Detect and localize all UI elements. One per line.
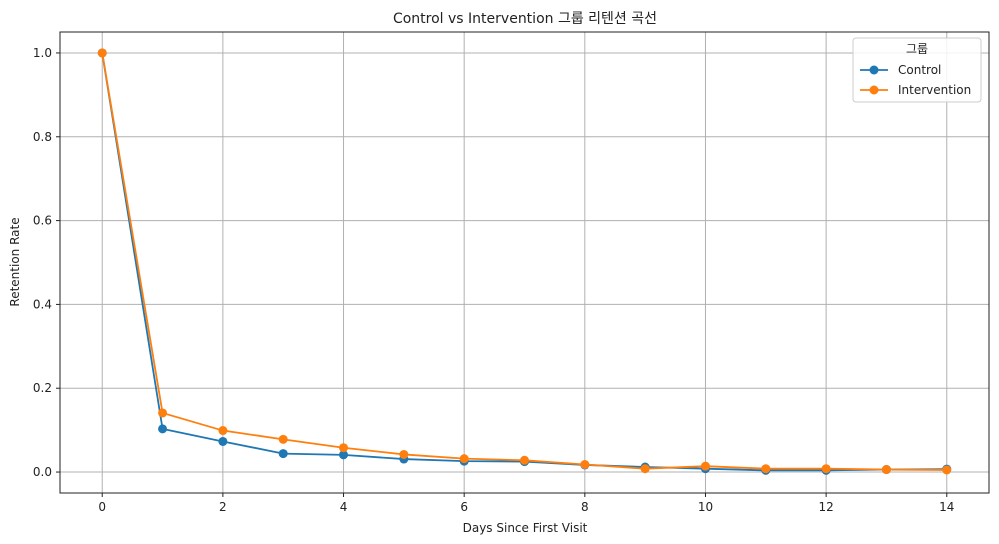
y-tick-label: 0.6 <box>33 214 52 228</box>
y-tick-label: 0.0 <box>33 465 52 479</box>
intervention-point <box>459 454 469 464</box>
intervention-point <box>881 465 891 475</box>
legend-intervention-label: Intervention <box>898 83 971 97</box>
intervention-point <box>97 48 107 58</box>
legend-control-label: Control <box>898 63 941 77</box>
intervention-point <box>942 465 952 475</box>
legend-intervention-marker <box>869 85 879 95</box>
intervention-point <box>640 464 650 474</box>
y-tick-label: 0.2 <box>33 381 52 395</box>
y-tick-label: 1.0 <box>33 46 52 60</box>
intervention-point <box>339 443 349 453</box>
intervention-point <box>761 464 771 474</box>
control-point <box>278 449 288 459</box>
intervention-point <box>520 455 529 465</box>
x-tick-label: 6 <box>460 500 468 514</box>
legend-title: 그룹 <box>906 42 928 56</box>
intervention-point <box>580 460 590 470</box>
y-tick-label: 0.4 <box>33 297 52 311</box>
y-tick-label: 0.8 <box>33 130 52 144</box>
legend: 그룹 Control Intervention <box>852 37 982 103</box>
control-series <box>97 48 952 475</box>
control-point <box>218 436 228 446</box>
x-axis-ticks: 0 2 4 6 8 10 12 14 <box>98 493 954 514</box>
control-point <box>158 424 168 434</box>
chart-title: Control vs Intervention 그룹 리텐션 곡선 <box>393 11 657 27</box>
control-point <box>339 450 349 460</box>
x-tick-label: 2 <box>219 500 227 514</box>
plot-area-frame <box>59 31 990 494</box>
x-tick-label: 0 <box>98 500 106 514</box>
intervention-series <box>97 48 952 475</box>
legend-frame <box>852 37 982 103</box>
x-tick-label: 8 <box>581 500 589 514</box>
intervention-point <box>278 434 288 444</box>
intervention-point <box>218 426 228 436</box>
intervention-point <box>821 464 831 474</box>
grid-lines <box>60 32 989 493</box>
x-axis-label: Days Since First Visit <box>463 521 588 535</box>
control-line <box>101 52 947 472</box>
intervention-line <box>101 52 947 471</box>
y-axis-ticks: 0.0 0.2 0.4 0.6 0.8 1.0 <box>33 46 60 479</box>
intervention-point <box>700 461 710 471</box>
x-tick-label: 10 <box>698 500 713 514</box>
legend-control-marker <box>869 65 879 75</box>
intervention-point <box>399 449 409 459</box>
x-tick-label: 14 <box>939 500 954 514</box>
series-layer <box>97 48 952 475</box>
intervention-point <box>158 408 168 418</box>
x-tick-label: 4 <box>340 500 348 514</box>
x-tick-label: 12 <box>818 500 833 514</box>
y-axis-label: Retention Rate <box>8 217 22 306</box>
